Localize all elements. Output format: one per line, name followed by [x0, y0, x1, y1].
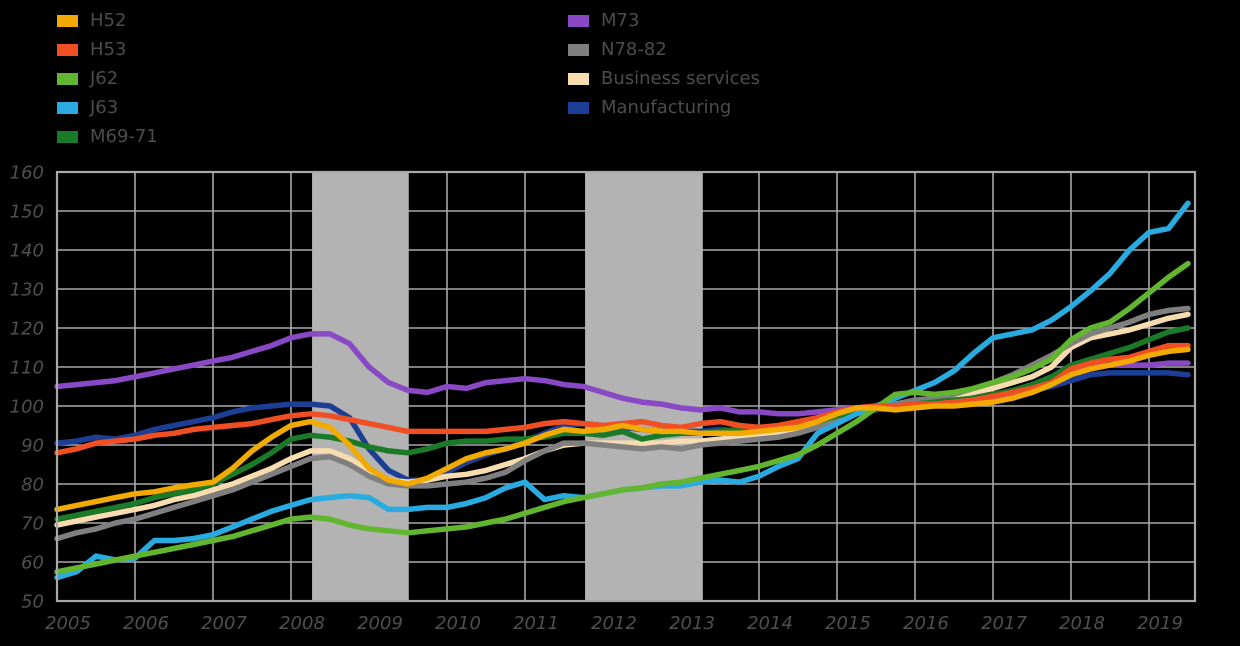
legend-item-h52: H52 [57, 6, 158, 35]
legend-swatch-icon [568, 72, 589, 85]
recession-bands [312, 172, 703, 601]
x-tick-label: 2018 [1059, 613, 1105, 634]
legend-swatch-icon [568, 101, 589, 114]
x-tick-label: 2019 [1137, 613, 1183, 634]
x-tick-label: 2005 [45, 613, 91, 634]
legend-item-business-services: Business services [568, 64, 760, 93]
plot-border-rect [55, 170, 1197, 603]
x-tick-label: 2017 [981, 613, 1027, 634]
legend-label: J62 [90, 67, 119, 89]
x-tick-label: 2006 [123, 613, 169, 634]
y-tick-label: 150 [10, 202, 44, 223]
legend-item-j62: J62 [57, 64, 158, 93]
legend-item-n78-82: N78-82 [568, 35, 760, 64]
y-tick-label: 100 [10, 397, 44, 418]
y-tick-label: 130 [10, 280, 44, 301]
legend-label: N78-82 [601, 38, 667, 60]
legend-label: M69-71 [90, 125, 158, 147]
legend-swatch-icon [57, 43, 78, 56]
y-tick-label: 80 [21, 475, 44, 496]
series-line-h52 [54, 346, 1191, 513]
x-tick-label: 2012 [591, 613, 637, 634]
legend-column-left: H52 H53 J62 J63 M69-71 [57, 6, 158, 151]
legend-swatch-icon [57, 130, 78, 143]
legend-label: H52 [90, 9, 127, 31]
legend-item-j63: J63 [57, 93, 158, 122]
series-line-j62 [54, 260, 1191, 575]
x-tick-label: 2009 [357, 613, 403, 634]
x-tick-label: 2014 [747, 613, 793, 634]
legend-item-m73: M73 [568, 6, 760, 35]
y-tick-label: 70 [21, 514, 44, 535]
legend-swatch-icon [568, 43, 589, 56]
legend-label: J63 [90, 96, 119, 118]
y-tick-label: 120 [10, 319, 44, 340]
y-tick-label: 140 [10, 241, 44, 262]
y-tick-label: 110 [10, 358, 44, 379]
y-tick-label: 160 [10, 163, 44, 184]
legend-item-m69-71: M69-71 [57, 122, 158, 151]
legend-item-manufacturing: Manufacturing [568, 93, 760, 122]
x-tick-label: 2015 [825, 613, 871, 634]
x-tick-label: 2011 [513, 613, 559, 634]
legend-label: Manufacturing [601, 96, 732, 118]
x-tick-label: 2016 [903, 613, 949, 634]
legend-column-right: M73 N78-82 Business services Manufacturing [568, 6, 760, 122]
y-tick-label: 90 [21, 436, 44, 457]
legend-label: M73 [601, 9, 640, 31]
x-axis-ticks: 2005 2006 2007 2008 2009 2010 2011 2012 2013 2014… [45, 613, 1183, 634]
x-tick-label: 2010 [435, 613, 481, 634]
legend-swatch-icon [57, 101, 78, 114]
legend-item-h53: H53 [57, 35, 158, 64]
x-tick-label: 2008 [279, 613, 325, 634]
legend-swatch-icon [57, 14, 78, 27]
y-axis-ticks: 50 60 70 80 90 100 110 120 130 140 150 160 [10, 163, 44, 613]
y-tick-label: 60 [21, 553, 44, 574]
x-tick-label: 2013 [669, 613, 715, 634]
legend-swatch-icon [57, 72, 78, 85]
legend-label: Business services [601, 67, 760, 89]
recession-band [585, 172, 703, 601]
legend-swatch-icon [568, 14, 589, 27]
plot-border [55, 170, 1197, 603]
x-tick-label: 2007 [201, 613, 247, 634]
legend-label: H53 [90, 38, 127, 60]
series-lines [54, 200, 1191, 581]
y-tick-label: 50 [21, 592, 44, 613]
series-line-business-services [54, 311, 1191, 528]
